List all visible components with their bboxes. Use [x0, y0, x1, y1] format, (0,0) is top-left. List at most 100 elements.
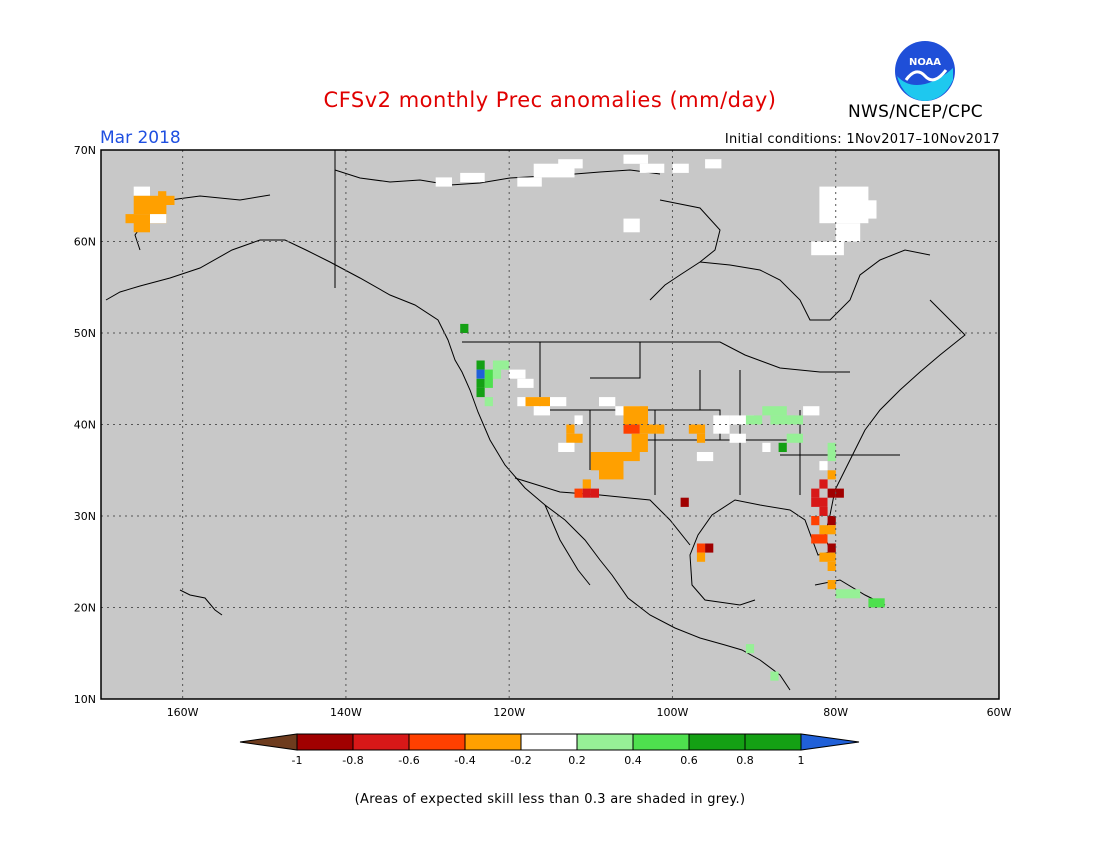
legend-label: 0.8 — [736, 754, 754, 767]
legend-arrow-low — [239, 733, 298, 751]
lat-tick-label: 30N — [74, 510, 96, 523]
anomaly-cell — [484, 369, 493, 388]
anomaly-cell — [533, 406, 550, 416]
anomaly-cell — [778, 442, 787, 452]
anomaly-cell — [803, 406, 820, 416]
anomaly-cell — [672, 163, 689, 173]
legend-swatch — [632, 733, 690, 751]
map-plot-area — [101, 150, 999, 699]
anomaly-cell — [133, 195, 175, 205]
legend-swatch — [408, 733, 466, 751]
legend-swatch — [520, 733, 578, 751]
legend-swatch — [296, 733, 354, 751]
legend-label: 1 — [798, 754, 805, 767]
anomaly-cell — [827, 561, 836, 571]
anomaly-cell — [639, 424, 657, 434]
anomaly-cell — [827, 488, 836, 498]
anomaly-cell — [125, 214, 167, 224]
legend-swatch — [464, 733, 522, 751]
anomaly-cell — [476, 387, 485, 398]
anomaly-cell — [590, 452, 599, 471]
anomaly-cell — [835, 488, 844, 498]
latitude-tick-labels: 70N 60N 50N 40N 30N 20N 10N — [74, 144, 96, 706]
anomaly-cell — [150, 214, 167, 224]
anomaly-cell — [696, 552, 706, 562]
anomaly-cell — [745, 644, 755, 654]
anomaly-cell — [745, 415, 763, 425]
anomaly-cell — [811, 497, 828, 507]
legend-swatch — [576, 733, 634, 751]
anomaly-cell — [492, 360, 502, 379]
anomaly-cell — [133, 218, 150, 233]
map-title: CFSv2 monthly Prec anomalies (mm/day) — [323, 88, 777, 112]
anomaly-cell — [835, 589, 861, 599]
legend-label: -0.4 — [454, 754, 475, 767]
anomaly-cell — [582, 479, 591, 489]
lon-tick-label: 120W — [493, 706, 525, 719]
anomaly-cell — [819, 186, 869, 224]
noaa-logo: NOAA — [895, 41, 955, 101]
anomaly-cell — [476, 378, 485, 388]
anomaly-cell — [599, 452, 624, 480]
legend-label: 0.2 — [568, 754, 586, 767]
anomaly-cell — [133, 186, 150, 196]
anomaly-cell — [574, 415, 583, 425]
legend-swatch — [744, 733, 802, 751]
anomaly-cell — [819, 506, 828, 516]
anomaly-cell — [770, 671, 779, 681]
political-borders — [334, 150, 900, 546]
anomaly-cell — [819, 525, 836, 535]
anomaly-cell — [696, 433, 706, 443]
anomaly-cell — [133, 204, 167, 215]
anomaly-cell — [558, 159, 583, 169]
anomaly-cell — [476, 369, 485, 379]
anomaly-cell — [517, 378, 534, 388]
color-legend: -1 -0.8 -0.6 -0.4 -0.2 0.2 0.4 0.6 0.8 1 — [239, 733, 860, 767]
legend-label: 0.4 — [624, 754, 642, 767]
lat-tick-label: 70N — [74, 144, 96, 157]
anomaly-cell — [705, 159, 722, 169]
anomaly-cell — [590, 488, 599, 498]
anomaly-cell — [517, 397, 542, 407]
anomaly-cell — [623, 218, 640, 233]
anomaly-cell — [827, 543, 836, 553]
anomaly-cell — [811, 534, 828, 544]
lon-tick-label: 80W — [823, 706, 848, 719]
lon-tick-label: 60W — [987, 706, 1012, 719]
anomaly-cell — [558, 442, 575, 452]
anomaly-cell — [819, 552, 836, 562]
anomaly-cell — [819, 461, 828, 471]
anomaly-cell — [680, 497, 689, 507]
anomaly-cell — [623, 424, 640, 434]
longitude-tick-labels: 160W 140W 120W 100W 80W 60W — [167, 706, 1012, 719]
anomaly-cell — [615, 452, 640, 462]
anomaly-cell — [770, 415, 795, 425]
anomaly-cell — [639, 163, 665, 173]
lat-tick-label: 40N — [74, 419, 96, 432]
anomaly-cell — [566, 424, 575, 434]
anomaly-cell — [631, 433, 648, 452]
initial-conditions: Initial conditions: 1Nov2017–10Nov2017 — [724, 132, 1000, 147]
organization-label: NWS/NCEP/CPC — [848, 102, 983, 122]
anomaly-cell — [729, 415, 755, 425]
anomaly-cell — [509, 369, 526, 379]
anomaly-cell — [860, 200, 877, 219]
anomaly-cell — [819, 479, 828, 489]
anomaly-cell — [835, 223, 861, 242]
anomaly-cell — [599, 397, 616, 407]
anomaly-cell — [811, 488, 820, 498]
anomaly-cell — [868, 598, 885, 608]
anomaly-cell — [435, 177, 452, 187]
anomaly-cells — [125, 154, 885, 681]
legend-arrow-high — [800, 733, 860, 751]
anomaly-cell — [762, 406, 787, 416]
grid-lines — [101, 150, 999, 699]
anomaly-cell — [762, 442, 771, 452]
anomaly-cell — [476, 360, 485, 370]
skill-footnote: (Areas of expected skill less than 0.3 a… — [354, 792, 746, 807]
anomaly-cell — [688, 424, 706, 434]
anomaly-cell — [786, 433, 803, 443]
anomaly-cell — [729, 433, 746, 443]
anomaly-cell — [656, 424, 665, 434]
anomaly-cell — [811, 516, 820, 526]
